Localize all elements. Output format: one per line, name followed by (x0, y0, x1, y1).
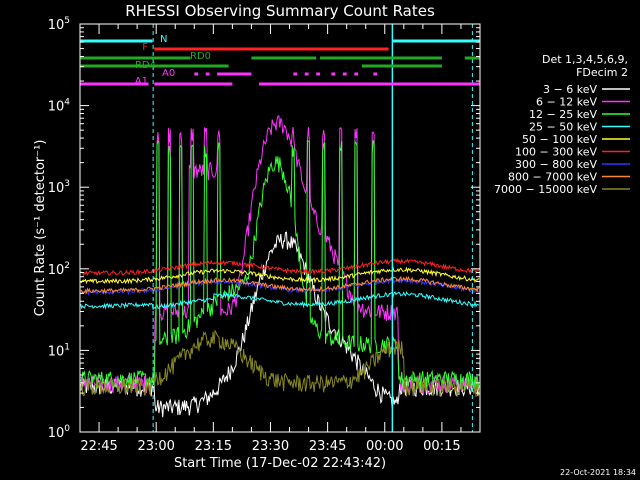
x-tick-label-4: 23:45 (309, 439, 346, 454)
legend-label-7: 300 − 800 keV (515, 158, 597, 171)
x-tick-label-3: 23:30 (252, 439, 289, 454)
y-axis-label: Count Rate (s⁻¹ detector⁻¹) (33, 140, 48, 317)
flag-label-n: N (160, 34, 167, 45)
legend-header-1: Det 1,3,4,5,6,9, (542, 53, 628, 66)
series-line-6 (80, 257, 480, 277)
legend-label-4: 25 − 50 keV (529, 121, 597, 134)
x-axis-label: Start Time (17-Dec-02 22:43:42) (174, 456, 386, 471)
plot-area: N F RD0 RD4 A0 A1 (79, 24, 480, 432)
legend-header-2: FDecim 2 (576, 66, 628, 79)
footer-date: 22-Oct-2021 18:34 (560, 468, 636, 477)
series-line-8 (80, 275, 480, 295)
flag-label-a1: A1 (135, 76, 148, 87)
y-tick-label-0: 100 (48, 424, 71, 441)
series-line-5 (80, 266, 480, 285)
axes: 100 101 102 103 104 105 22:45 23:00 23:15 23:30 23… (48, 16, 481, 454)
legend-label-9: 7000 − 15000 keV (494, 183, 597, 196)
x-tick-label-5: 00:00 (366, 439, 403, 454)
y-tick-label-5: 105 (48, 16, 70, 33)
legend-label-3: 12 − 25 keV (529, 108, 597, 121)
y-tick-label-1: 101 (48, 342, 70, 359)
legend-label-5: 50 − 100 keV (522, 133, 597, 146)
flag-label-rd4: RD4 (135, 60, 156, 71)
flag-label-a0: A0 (162, 68, 175, 79)
legend-label-1: 3 − 6 keV (543, 83, 597, 96)
y-tick-label-3: 103 (48, 179, 70, 196)
x-tick-label-1: 23:00 (137, 439, 174, 454)
y-tick-label-4: 104 (48, 98, 71, 115)
flag-label-rd0: RD0 (190, 51, 211, 62)
legend-label-8: 800 − 7000 keV (508, 171, 597, 184)
plot-frame (79, 23, 481, 433)
x-tick-label-0: 22:45 (80, 439, 117, 454)
legend-label-2: 6 − 12 keV (536, 96, 597, 109)
flag-label-f: F (142, 42, 148, 53)
y-tick-label-2: 102 (48, 261, 70, 278)
legend-label-6: 100 − 300 keV (515, 146, 597, 159)
chart-title: RHESSI Observing Summary Count Rates (125, 2, 435, 20)
series-line-4 (80, 290, 479, 311)
x-tick-label-2: 23:15 (195, 439, 232, 454)
series-line-9 (80, 329, 480, 398)
x-tick-label-6: 00:15 (423, 439, 460, 454)
